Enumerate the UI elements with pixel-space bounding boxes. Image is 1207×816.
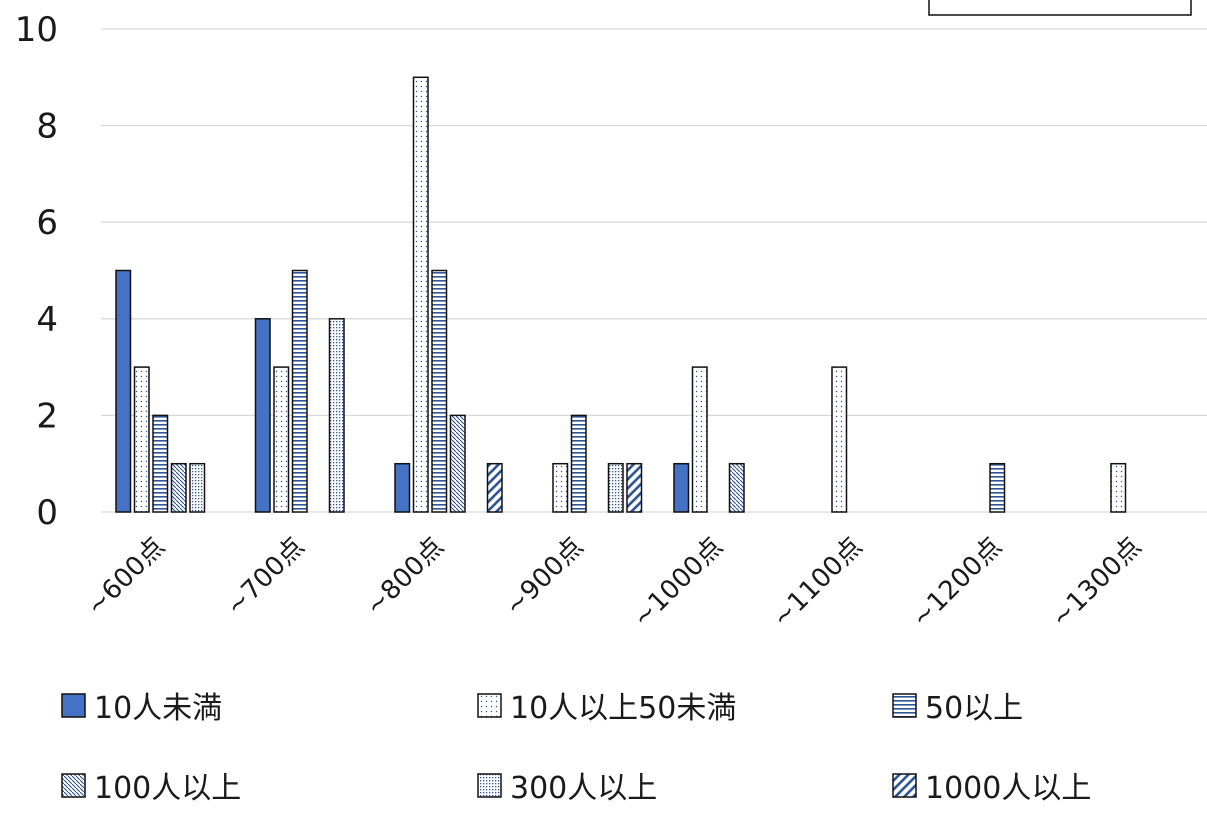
bar — [552, 462, 569, 513]
legend-label: 10人以上50未満 — [510, 691, 736, 726]
legend-label: 100人以上 — [94, 771, 241, 806]
bar — [115, 269, 132, 513]
bar — [691, 366, 708, 513]
x-tick-label: ~1100点 — [767, 532, 869, 634]
bar — [1110, 462, 1127, 513]
legend-swatch — [61, 693, 86, 718]
legend-item: 300人以上 — [477, 771, 657, 806]
bar — [486, 462, 503, 513]
y-tick-label: 4 — [36, 300, 58, 340]
bars — [115, 76, 1127, 513]
bar — [412, 76, 429, 513]
legend-swatch — [61, 773, 86, 798]
legend-label: 300人以上 — [510, 771, 657, 806]
bar — [449, 414, 466, 513]
bar — [189, 462, 206, 513]
x-axis-ticks: ~600点 ~700点 ~800点 ~900点 ~1000点 ~1100点 ~1200点 ~1… — [81, 532, 1148, 634]
y-tick-label: 0 — [36, 493, 58, 533]
legend-item: 10人未満 — [61, 691, 222, 726]
x-tick-label: ~1300点 — [1046, 532, 1148, 634]
x-tick-label: ~800点 — [360, 532, 450, 622]
y-tick-label: 6 — [36, 203, 58, 243]
x-tick-label: ~600点 — [81, 532, 171, 622]
bar — [673, 462, 690, 513]
bar — [152, 414, 169, 513]
legend-swatch — [477, 773, 502, 798]
y-axis-ticks: 0 2 4 6 8 10 — [15, 10, 58, 533]
legend-swatch — [892, 773, 917, 798]
bar — [254, 318, 271, 513]
bar — [291, 269, 308, 513]
x-tick-label: ~700点 — [220, 532, 310, 622]
legend-label: 1000人以上 — [925, 771, 1091, 806]
bar — [728, 462, 745, 513]
bar — [273, 366, 290, 513]
bar — [328, 318, 345, 513]
legend-item: 1000人以上 — [892, 771, 1091, 806]
legend-item: 100人以上 — [61, 771, 241, 806]
y-tick-label: 10 — [15, 10, 58, 50]
legend-box — [928, 0, 1192, 16]
bar — [607, 462, 624, 513]
legend: 10人未満 10人以上50未満 50以上 100人以上 300人以上 1000人以上 — [61, 691, 1091, 806]
y-tick-label: 8 — [36, 107, 58, 147]
bar — [394, 462, 411, 513]
bar — [831, 366, 848, 513]
legend-item: 10人以上50未満 — [477, 691, 736, 726]
legend-swatch — [477, 693, 502, 718]
x-tick-label: ~1200点 — [906, 532, 1008, 634]
legend-item: 50以上 — [892, 691, 1023, 726]
x-tick-label: ~1000点 — [627, 532, 729, 634]
bar — [989, 462, 1006, 513]
legend-label: 10人未満 — [94, 691, 222, 726]
bar — [626, 462, 643, 513]
legend-swatch — [892, 693, 917, 718]
bar — [170, 462, 187, 513]
bar — [133, 366, 150, 513]
legend-label: 50以上 — [925, 691, 1023, 726]
bar — [431, 269, 448, 513]
x-tick-label: ~900点 — [499, 532, 589, 622]
y-tick-label: 2 — [36, 396, 58, 436]
bar — [570, 414, 587, 513]
